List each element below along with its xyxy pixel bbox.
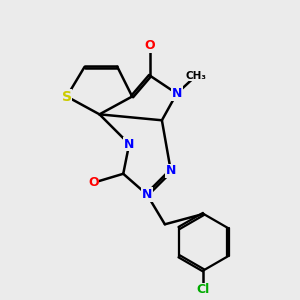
Text: N: N — [124, 138, 134, 151]
Text: O: O — [145, 40, 155, 52]
Text: CH₃: CH₃ — [186, 71, 207, 81]
Text: N: N — [142, 188, 152, 201]
Text: N: N — [172, 87, 182, 100]
Text: S: S — [62, 89, 72, 103]
Text: Cl: Cl — [197, 283, 210, 296]
Text: N: N — [166, 164, 176, 177]
Text: O: O — [88, 176, 99, 189]
